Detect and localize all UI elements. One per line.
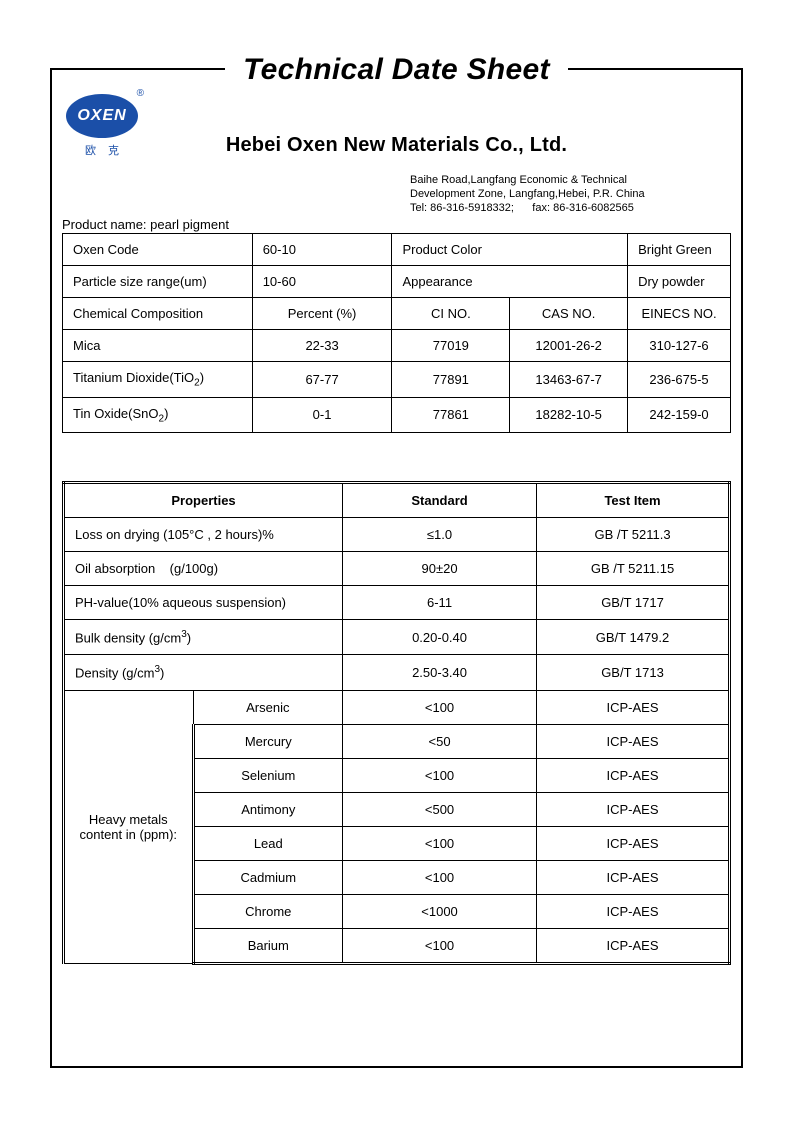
cell: 90±20 [343, 552, 537, 586]
cell: ≤1.0 [343, 518, 537, 552]
cell: <500 [343, 792, 537, 826]
cell: Density (g/cm3) [64, 655, 343, 690]
cell: GB /T 5211.3 [537, 518, 730, 552]
cell: ICP-AES [537, 826, 730, 860]
cell: CAS NO. [510, 298, 628, 330]
cell: Titanium Dioxide(TiO2) [63, 362, 253, 398]
cell: Chrome [193, 894, 342, 928]
cell: ICP-AES [537, 690, 730, 724]
cell: Mica [63, 330, 253, 362]
cell: 77019 [392, 330, 510, 362]
cell: Tin Oxide(SnO2) [63, 397, 253, 433]
cell: Dry powder [628, 266, 731, 298]
cell: 12001-26-2 [510, 330, 628, 362]
cell: ICP-AES [537, 860, 730, 894]
cell: Oil absorption (g/100g) [64, 552, 343, 586]
cell: <100 [343, 928, 537, 963]
cell: CI NO. [392, 298, 510, 330]
header: Properties [64, 483, 343, 518]
cell: 2.50-3.40 [343, 655, 537, 690]
title-wrap: Technical Date Sheet [0, 53, 793, 87]
cell: EINECS NO. [628, 298, 731, 330]
cell: GB/T 1717 [537, 586, 730, 620]
cell: Percent (%) [252, 298, 392, 330]
text: Bulk density (g/cm [75, 630, 181, 645]
text: Titanium Dioxide(TiO [73, 370, 194, 385]
cell: <100 [343, 690, 537, 724]
properties-table: Properties Standard Test Item Loss on dr… [62, 481, 731, 965]
cell: 236-675-5 [628, 362, 731, 398]
cell: 77891 [392, 362, 510, 398]
cell: Antimony [193, 792, 342, 826]
cell: Appearance [392, 266, 628, 298]
cell: Particle size range(um) [63, 266, 253, 298]
text: ) [164, 406, 168, 421]
address-line: Tel: 86-316-5918332; fax: 86-316-6082565 [410, 202, 730, 216]
address-line: Development Zone, Langfang,Hebei, P.R. C… [410, 188, 730, 202]
cell: Lead [193, 826, 342, 860]
cell: 22-33 [252, 330, 392, 362]
cell: <100 [343, 826, 537, 860]
cell: Loss on drying (105°C , 2 hours)% [64, 518, 343, 552]
cell: <1000 [343, 894, 537, 928]
logo-ellipse: OXEN [66, 94, 138, 138]
cell: ICP-AES [537, 894, 730, 928]
logo-text: OXEN [77, 107, 126, 125]
cell: GB /T 5211.15 [537, 552, 730, 586]
text: ) [187, 630, 191, 645]
cell: Cadmium [193, 860, 342, 894]
cell: 77861 [392, 397, 510, 433]
cell: ICP-AES [537, 758, 730, 792]
header: Test Item [537, 483, 730, 518]
cell: ICP-AES [537, 724, 730, 758]
cell: <100 [343, 860, 537, 894]
product-name: Product name: pearl pigment [62, 217, 229, 232]
cell: 242-159-0 [628, 397, 731, 433]
cell: ICP-AES [537, 792, 730, 826]
cell: 13463-67-7 [510, 362, 628, 398]
cell: Oxen Code [63, 234, 253, 266]
company-address: Baihe Road,Langfang Economic & Technical… [410, 174, 730, 215]
cell: Arsenic [193, 690, 342, 724]
cell: Mercury [193, 724, 342, 758]
cell: <100 [343, 758, 537, 792]
cell: GB/T 1479.2 [537, 620, 730, 655]
text: ) [160, 666, 164, 681]
header: Standard [343, 483, 537, 518]
address-line: Baihe Road,Langfang Economic & Technical [410, 174, 730, 188]
cell: Barium [193, 928, 342, 963]
cell: 10-60 [252, 266, 392, 298]
cell: ICP-AES [537, 928, 730, 963]
cell: 60-10 [252, 234, 392, 266]
cell: Bright Green [628, 234, 731, 266]
cell: 0-1 [252, 397, 392, 433]
cell: PH-value(10% aqueous suspension) [64, 586, 343, 620]
cell: Selenium [193, 758, 342, 792]
cell: 0.20-0.40 [343, 620, 537, 655]
cell: Bulk density (g/cm3) [64, 620, 343, 655]
text: ) [200, 370, 204, 385]
cell: Product Color [392, 234, 628, 266]
cell: 6-11 [343, 586, 537, 620]
cell: <50 [343, 724, 537, 758]
text: Density (g/cm [75, 666, 154, 681]
cell: Chemical Composition [63, 298, 253, 330]
product-info-table: Oxen Code 60-10 Product Color Bright Gre… [62, 233, 731, 433]
cell: 310-127-6 [628, 330, 731, 362]
registered-icon: ® [137, 88, 144, 99]
cell: 18282-10-5 [510, 397, 628, 433]
text: Tin Oxide(SnO [73, 406, 159, 421]
company-name: Hebei Oxen New Materials Co., Ltd. [0, 134, 793, 157]
cell: GB/T 1713 [537, 655, 730, 690]
heavy-metals-label: Heavy metals content in (ppm): [64, 690, 194, 963]
cell: 67-77 [252, 362, 392, 398]
doc-title: Technical Date Sheet [225, 53, 568, 87]
